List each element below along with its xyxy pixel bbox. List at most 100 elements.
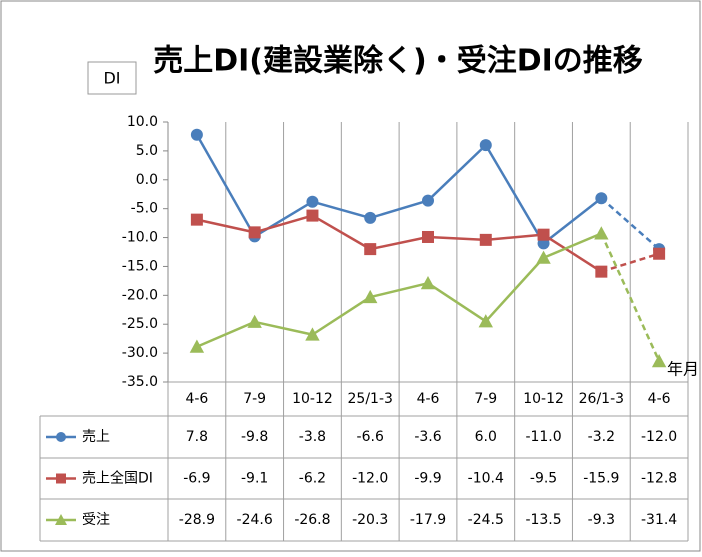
y-tick-label: -5.0 — [131, 201, 158, 217]
marker — [479, 233, 492, 246]
table-value: -12.8 — [641, 471, 677, 487]
marker — [479, 139, 492, 152]
y-tick-label: -15.0 — [122, 258, 158, 274]
x-tick-label: 25/1-3 — [348, 391, 393, 407]
marker — [56, 473, 66, 484]
marker — [55, 514, 67, 525]
table-value: -20.3 — [352, 512, 388, 528]
series-line — [195, 134, 256, 238]
y-tick-label: -35.0 — [122, 374, 158, 390]
y-tick-label: -20.0 — [122, 287, 158, 303]
legend-label: 売上全国DI — [82, 470, 153, 487]
x-tick-label: 4-6 — [417, 391, 440, 407]
marker — [537, 228, 550, 241]
marker — [248, 226, 261, 239]
table-value: -9.5 — [530, 471, 557, 487]
table-value: -13.5 — [525, 512, 561, 528]
marker — [363, 289, 378, 304]
table-value: -11.0 — [525, 429, 561, 445]
marker — [422, 230, 434, 243]
y-tick-label: -25.0 — [122, 316, 158, 332]
series-line — [542, 233, 603, 273]
marker — [420, 276, 436, 290]
x-tick-label: 26/1-3 — [579, 391, 624, 407]
marker — [595, 192, 608, 205]
legend-label: 売上 — [82, 429, 110, 445]
chart-title: 売上DI(建設業除く)・受注DIの推移 — [153, 44, 643, 79]
y-tick-label: 10.0 — [127, 114, 158, 130]
series-line — [600, 252, 660, 273]
legend-label: 受注 — [82, 512, 110, 528]
table-value: -12.0 — [641, 429, 677, 445]
series-line — [196, 320, 256, 348]
table-value: -17.9 — [410, 512, 446, 528]
y-tick-label: 5.0 — [136, 143, 158, 159]
y-tick-label: -30.0 — [122, 345, 158, 361]
x-tick-label: 7-9 — [474, 391, 497, 407]
table-value: -9.1 — [241, 471, 268, 487]
series-line — [369, 199, 429, 220]
x-tick-label: 4-6 — [185, 391, 208, 407]
series-line — [254, 320, 313, 336]
marker — [653, 247, 666, 260]
marker — [190, 213, 203, 226]
table-value: -6.6 — [357, 429, 384, 445]
marker — [536, 250, 551, 264]
table-value: -9.8 — [241, 429, 268, 445]
y-tick-label: 0.0 — [136, 172, 158, 188]
x-axis-label: 年月 — [667, 360, 699, 379]
table-value: -6.9 — [183, 471, 210, 487]
series-line — [311, 296, 371, 336]
x-tick-label: 7-9 — [243, 391, 266, 407]
table-value: -26.8 — [294, 512, 330, 528]
table-value: -9.9 — [414, 471, 441, 487]
marker — [422, 194, 434, 207]
series-line — [600, 232, 661, 362]
x-tick-label: 4-6 — [648, 391, 671, 407]
table-value: 7.8 — [186, 429, 208, 445]
table-value: -31.4 — [641, 512, 677, 528]
series-line — [543, 232, 602, 259]
series-line — [427, 235, 486, 242]
table-value: -28.9 — [179, 512, 215, 528]
series-line — [196, 218, 255, 234]
table-value: -3.8 — [299, 429, 326, 445]
table-value: 6.0 — [475, 429, 497, 445]
marker — [306, 195, 319, 208]
series-line — [542, 197, 603, 245]
marker — [305, 327, 320, 341]
table-value: -6.2 — [299, 471, 326, 487]
y-axis-label: DI — [103, 69, 120, 88]
table-value: -3.6 — [414, 429, 441, 445]
series-line — [484, 144, 545, 244]
marker — [247, 314, 262, 328]
series-line — [484, 256, 545, 323]
series-line — [427, 144, 487, 202]
series-line — [600, 197, 660, 251]
marker — [306, 209, 319, 222]
marker — [651, 354, 667, 368]
marker — [364, 243, 377, 256]
table-value: -24.6 — [237, 512, 273, 528]
x-tick-label: 10-12 — [292, 391, 333, 407]
series-line — [369, 281, 429, 299]
table-value: -15.9 — [583, 471, 619, 487]
marker — [478, 314, 493, 328]
table-value: -24.5 — [468, 512, 504, 528]
marker — [56, 432, 66, 442]
y-tick-label: -10.0 — [122, 230, 158, 246]
marker — [364, 211, 377, 224]
series-line — [254, 214, 313, 234]
table-value: -10.4 — [468, 471, 504, 487]
marker — [594, 226, 609, 240]
series-line — [485, 233, 544, 242]
table-value: -9.3 — [588, 512, 615, 528]
y-label-box — [87, 61, 137, 95]
series-line — [427, 282, 487, 323]
x-tick-label: 10-12 — [523, 391, 564, 407]
table-value: -12.0 — [352, 471, 388, 487]
table-value: -3.2 — [588, 429, 615, 445]
series-line — [311, 214, 371, 251]
marker — [190, 128, 203, 141]
